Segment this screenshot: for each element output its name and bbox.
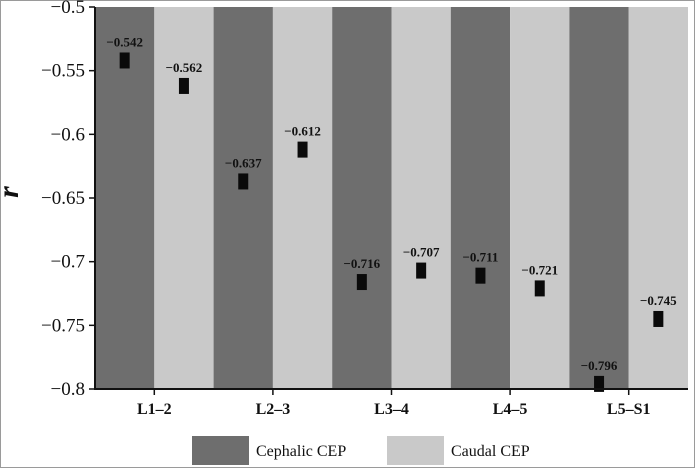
data-label-caudal-3: −0.707 bbox=[403, 245, 440, 260]
bar-cephalic-4 bbox=[450, 7, 511, 389]
x-tick-label-2: L2–3 bbox=[256, 401, 291, 418]
bar-cephalic-5 bbox=[569, 7, 629, 389]
legend-label-cephalic: Cephalic CEP bbox=[256, 443, 346, 460]
bar-cephalic-1 bbox=[95, 7, 155, 389]
value-marker-caudal-5 bbox=[653, 310, 664, 327]
y-tick-label-5: −0.7 bbox=[51, 252, 85, 273]
value-marker-cephalic-2 bbox=[238, 173, 249, 190]
x-tick-label-1: L1–2 bbox=[137, 401, 172, 418]
y-tick-label-4: −0.65 bbox=[41, 188, 85, 209]
y-tick-label-1: −0.5 bbox=[51, 0, 85, 18]
data-label-caudal-5: −0.745 bbox=[640, 293, 677, 308]
value-marker-cephalic-1 bbox=[119, 52, 130, 69]
bar-caudal-2 bbox=[272, 7, 333, 389]
bar-cephalic-2 bbox=[213, 7, 273, 389]
value-marker-cephalic-4 bbox=[475, 267, 486, 284]
value-marker-cephalic-3 bbox=[356, 274, 367, 291]
y-tick-label-6: −0.75 bbox=[41, 315, 85, 336]
legend-swatch-cephalic bbox=[192, 436, 249, 465]
legend-label-caudal: Caudal CEP bbox=[451, 443, 530, 460]
x-tick-label-3: L3–4 bbox=[374, 401, 409, 418]
y-tick-label-2: −0.55 bbox=[41, 61, 85, 82]
bar-caudal-3 bbox=[391, 7, 451, 389]
legend-swatch-caudal bbox=[387, 436, 444, 465]
value-marker-caudal-3 bbox=[416, 262, 427, 279]
x-tick-label-5: L5–S1 bbox=[607, 401, 651, 418]
data-label-caudal-4: −0.721 bbox=[521, 262, 558, 277]
data-label-caudal-1: −0.562 bbox=[166, 60, 203, 75]
y-axis-label: r bbox=[0, 186, 25, 198]
data-label-cephalic-3: −0.716 bbox=[344, 256, 381, 271]
bar-caudal-4 bbox=[510, 7, 570, 389]
value-marker-cephalic-5 bbox=[594, 375, 605, 392]
y-tick-label-7: −0.8 bbox=[51, 379, 85, 400]
data-label-cephalic-5: −0.796 bbox=[581, 358, 618, 373]
data-label-cephalic-2: −0.637 bbox=[225, 155, 262, 170]
value-marker-caudal-4 bbox=[534, 280, 545, 297]
value-marker-caudal-1 bbox=[178, 77, 189, 94]
value-marker-caudal-2 bbox=[297, 141, 308, 158]
x-tick-label-4: L4–5 bbox=[493, 401, 528, 418]
bar-cephalic-3 bbox=[332, 7, 392, 389]
y-tick-label-3: −0.6 bbox=[51, 124, 85, 145]
data-label-caudal-2: −0.612 bbox=[284, 124, 321, 139]
data-label-cephalic-1: −0.542 bbox=[106, 34, 143, 49]
data-label-cephalic-4: −0.711 bbox=[462, 250, 498, 265]
bar-caudal-5 bbox=[628, 7, 688, 389]
bar-caudal-1 bbox=[154, 7, 214, 389]
